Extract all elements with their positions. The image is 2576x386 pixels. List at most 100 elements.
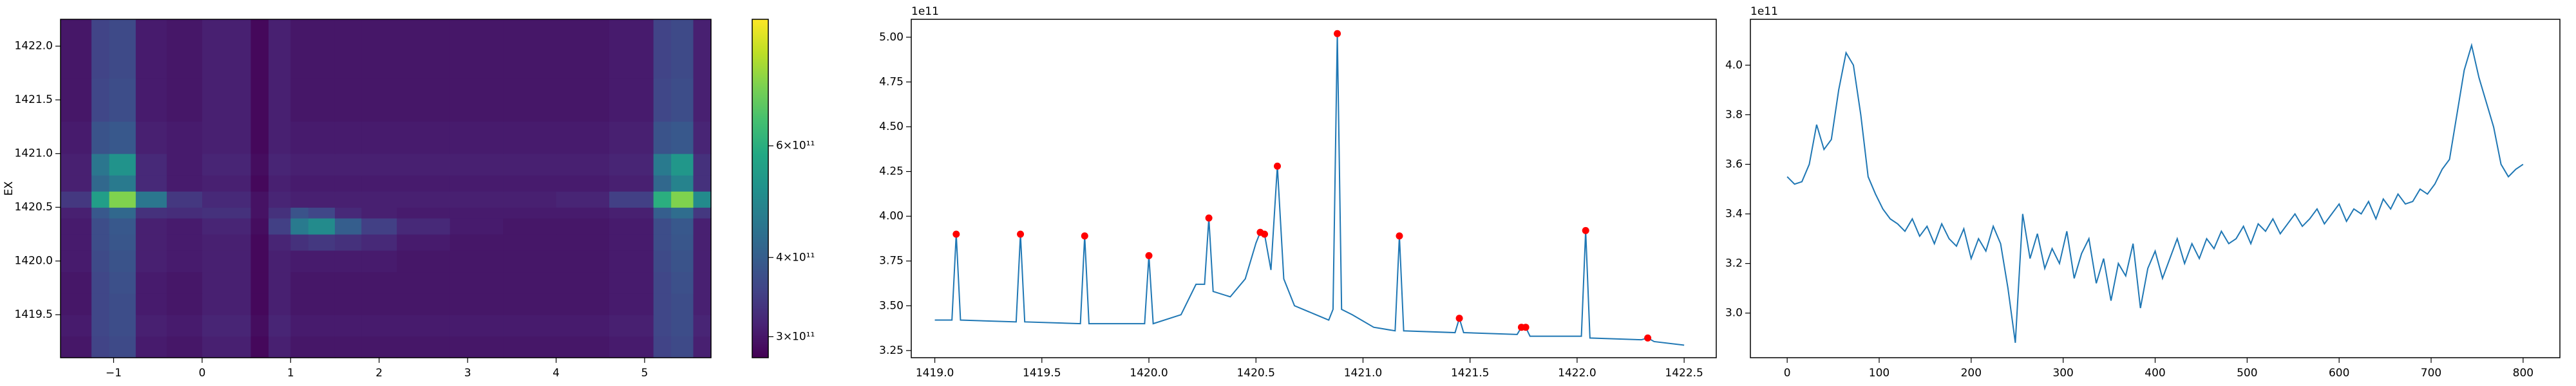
peak-marker [1455,315,1463,322]
heatmap-cell [397,19,451,79]
heatmap-cell [609,175,654,192]
heatmap-cell [556,315,610,337]
heatmap-cell [503,121,557,154]
x-tick-label: 800 [2513,367,2533,380]
y-tick-label: 3.4 [1725,207,1743,220]
heatmap-cell [166,293,203,315]
heatmap-cell [450,250,504,273]
heatmap-cell [251,78,269,122]
heatmap-cell [290,175,309,192]
heatmap-cell [671,234,694,251]
heatmap-cell [135,217,167,235]
heatmap-cell [503,175,557,192]
heatmap-cell [609,121,654,154]
heatmap-cell [450,153,504,176]
heatmap-cell [308,234,336,251]
heatmap-cell [135,271,167,294]
heatmap-cell [397,78,451,122]
heatmap-cell [653,217,672,235]
heatmap-cell [361,207,397,219]
heatmap-cell [671,19,694,79]
heatmap-cell [609,78,654,122]
heatmap-cell [61,336,92,358]
heatmap-cell [268,250,291,273]
heatmap-cell [91,315,110,337]
heatmap-cell [671,175,694,192]
y-tick-label: 3.0 [1725,307,1743,320]
heatmap-cell [450,293,504,315]
heatmap-cell [109,217,137,235]
y-tick-label: 1420.0 [15,255,53,268]
heatmap-cell [91,19,110,79]
heatmap-cell [361,121,397,154]
y-axis-label: EX [3,181,15,196]
heatmap-cell [334,250,362,273]
heatmap-cell [109,153,137,176]
heatmap-cell [290,191,309,208]
heatmap-cell [268,271,291,294]
heatmap-cell [361,336,397,358]
heatmap-cell [503,19,557,79]
heatmap-cell [202,78,252,122]
heatmap-cell [308,336,336,358]
heatmap-cell [556,250,610,273]
heatmap-cell [268,336,291,358]
heatmap-cell [671,336,694,358]
heatmap-cell [308,293,336,315]
x-tick-label: 1422.0 [1558,367,1596,380]
x-tick-label: 100 [1869,367,1889,380]
heatmap-cell [91,78,110,122]
heatmap-cell [202,217,252,235]
heatmap-cell [109,19,137,79]
peak-marker [1261,230,1269,238]
heatmap-cell [308,153,336,176]
heatmap-cell [693,78,712,122]
heatmap-cell [609,234,654,251]
heatmap-cell [308,207,336,219]
heatmap-cell [609,293,654,315]
heatmap-cell [361,175,397,192]
heatmap-cell [653,271,672,294]
heatmap-cell [556,121,610,154]
x-tick-label: 500 [2237,367,2257,380]
heatmap-cell [556,207,610,219]
heatmap-cell [361,217,397,235]
heatmap-cell [556,293,610,315]
peak-marker [1396,232,1403,240]
heatmap-cell [290,78,309,122]
heatmap-cell [609,207,654,219]
heatmap-cell [166,19,203,79]
heatmap-cell [556,78,610,122]
heatmap-cell [450,336,504,358]
heatmap-cell [166,250,203,273]
heatmap-cell [693,153,712,176]
heatmap-cell [556,336,610,358]
heatmap-cell [503,271,557,294]
heatmap-cell [202,207,252,219]
heatmap-cell [397,336,451,358]
heatmap-cell [109,315,137,337]
heatmap-cell [653,153,672,176]
y-tick-label: 1421.0 [15,147,53,160]
heatmap-cell [91,293,110,315]
y-tick-label: 3.25 [879,344,904,357]
heatmap-cell [397,271,451,294]
heatmap-cell [609,191,654,208]
heatmap-cell [693,121,712,154]
heatmap-cell [91,271,110,294]
heatmap-cell [202,250,252,273]
heatmap-cell [202,293,252,315]
heatmap-cell [251,175,269,192]
heatmap-cell [61,234,92,251]
x-tick-label: 1419.5 [1023,367,1061,380]
heatmap-cell [653,78,672,122]
heatmap-cell [334,271,362,294]
heatmap-cell [334,19,362,79]
heatmap-cell [166,207,203,219]
heatmap-cell [397,207,451,219]
x-tick-label: 4 [553,367,560,380]
axes-frame [911,19,1717,358]
heatmap-cell [334,315,362,337]
heatmap-cell [268,234,291,251]
heatmap-cell [308,315,336,337]
